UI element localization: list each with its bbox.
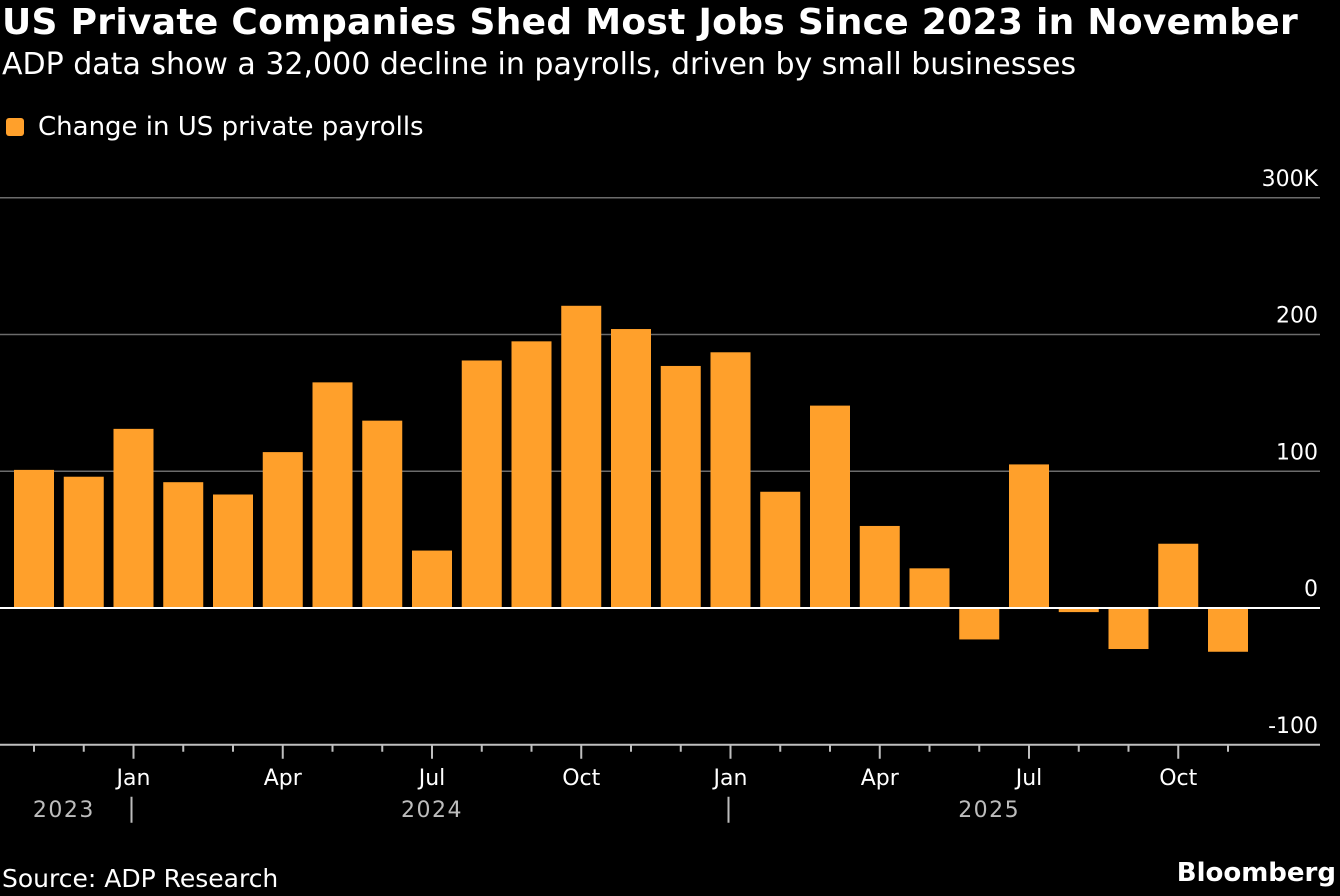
bar bbox=[1108, 608, 1149, 650]
y-tick-label: -100 bbox=[1268, 714, 1318, 739]
legend-swatch bbox=[6, 118, 24, 136]
bar bbox=[14, 469, 54, 608]
x-year-label: 2024 bbox=[401, 798, 463, 823]
bar bbox=[163, 482, 204, 608]
chart-subtitle: ADP data show a 32,000 decline in payrol… bbox=[2, 47, 1077, 82]
bar bbox=[412, 550, 452, 608]
bar bbox=[213, 494, 253, 608]
x-tick-label: Jan bbox=[712, 766, 748, 791]
bar bbox=[312, 382, 353, 608]
bar bbox=[511, 341, 552, 608]
x-tick-label: Apr bbox=[861, 766, 900, 791]
bar-chart: 300K 200 100 0 -100 Jan Apr Jul Oct Jan Apr Jul Oct 2… bbox=[0, 167, 1320, 823]
y-tick-label: 100 bbox=[1276, 440, 1318, 465]
bar bbox=[262, 452, 303, 608]
x-tick-label: Oct bbox=[1159, 766, 1197, 791]
bar bbox=[760, 491, 801, 608]
bar bbox=[660, 365, 701, 608]
bar bbox=[859, 525, 900, 608]
x-year-label: 2025 bbox=[958, 798, 1020, 823]
bar bbox=[362, 420, 403, 608]
x-year-label: 2023 bbox=[33, 798, 95, 823]
source-note: Source: ADP Research bbox=[2, 864, 279, 893]
y-tick-label: 0 bbox=[1304, 577, 1318, 602]
bar bbox=[1009, 464, 1049, 608]
y-tick-label: 200 bbox=[1276, 304, 1318, 329]
x-tick-label: Oct bbox=[562, 766, 600, 791]
bar bbox=[1158, 543, 1199, 608]
bar bbox=[909, 568, 950, 608]
bar bbox=[63, 476, 104, 608]
bar bbox=[1208, 608, 1248, 652]
chart-title: US Private Companies Shed Most Jobs Sinc… bbox=[2, 2, 1299, 43]
bar bbox=[959, 608, 1000, 640]
bar bbox=[1058, 608, 1099, 613]
x-tick-label: Jul bbox=[1014, 766, 1043, 791]
legend: Change in US private payrolls bbox=[6, 112, 424, 142]
bar bbox=[561, 305, 602, 608]
y-tick-label: 300K bbox=[1262, 167, 1319, 192]
brand-logo: Bloomberg bbox=[1176, 858, 1336, 888]
bar bbox=[810, 405, 850, 608]
bar bbox=[710, 352, 751, 608]
bar bbox=[113, 428, 154, 608]
legend-label: Change in US private payrolls bbox=[38, 112, 424, 142]
x-tick-label: Apr bbox=[264, 766, 303, 791]
x-tick-label: Jul bbox=[417, 766, 446, 791]
bar bbox=[611, 329, 651, 608]
x-tick-label: Jan bbox=[115, 766, 151, 791]
bar bbox=[461, 360, 502, 608]
